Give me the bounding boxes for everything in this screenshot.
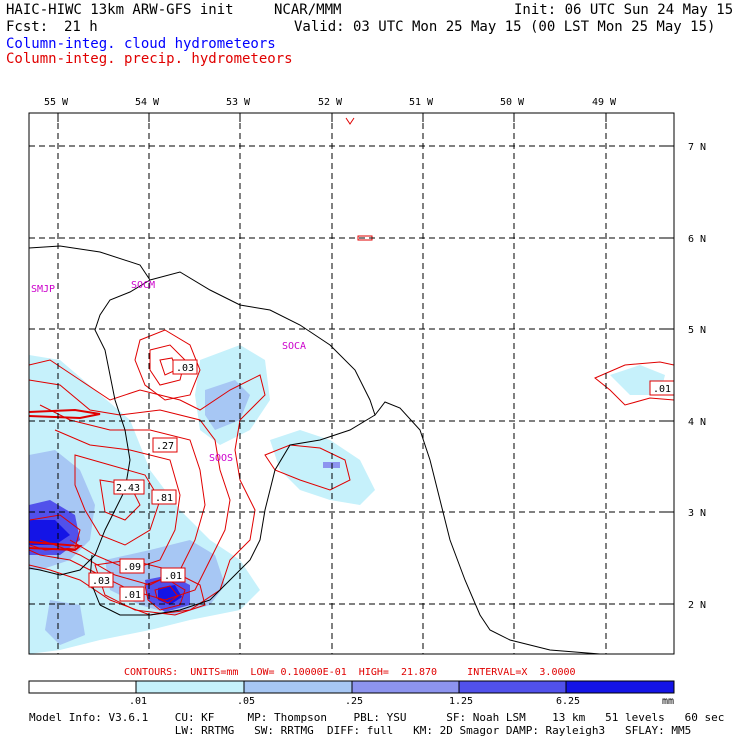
init-time: Init: 06 UTC Sun 24 May 15 [514, 2, 734, 18]
contour-label: .09 [123, 562, 141, 573]
station-socm: SOCM [131, 280, 155, 291]
contour-label: .01 [123, 590, 141, 601]
lat-label-2n: 2 N [688, 600, 706, 611]
forecast-hours: 21 h [64, 19, 98, 35]
map-frame [28, 112, 675, 655]
lon-label-55w: 55 W [44, 97, 69, 108]
lat-label-4n: 4 N [688, 417, 706, 428]
model-info-line2: LW: RRTMG SW: RRTMG DIFF: full KM: 2D Sm… [29, 724, 692, 737]
forecast-label: Fcst: [6, 19, 49, 35]
lat-label-5n: 5 N [688, 325, 706, 336]
lat-label-6n: 6 N [688, 234, 706, 245]
colorbar-tick: .25 [345, 696, 364, 707]
colorbar-bin [565, 680, 675, 694]
contours-info: CONTOURS: UNITS=mm LOW= 0.10000E-01 HIGH… [124, 667, 576, 678]
model-info-line1: Model Info: V3.6.1 CU: KF MP: Thompson P… [29, 711, 725, 724]
valid-time: Valid: 03 UTC Mon 25 May 15 (00 LST Mon … [294, 19, 716, 35]
colorbar-bin [28, 680, 137, 694]
lat-label-3n: 3 N [688, 508, 706, 519]
contour-label: 2.43 [116, 483, 140, 494]
colorbar-units: mm [662, 696, 675, 707]
lon-label-53w: 53 W [226, 97, 251, 108]
lat-lon-grid [29, 113, 674, 654]
contour-label: .27 [156, 441, 174, 452]
station-soos: SOOS [209, 453, 233, 464]
contour-labels: .03 .27 2.43 .81 .09 .01 .03 .01 .01 [92, 363, 671, 601]
colorbar-tick: 1.25 [449, 696, 474, 707]
contour-label: .03 [92, 576, 110, 587]
colorbar-bin [243, 680, 353, 694]
colorbar-tick: .05 [237, 696, 256, 707]
contour-label: .03 [176, 363, 194, 374]
colorbar-bin [135, 680, 245, 694]
lon-label-54w: 54 W [135, 97, 160, 108]
coastline [29, 245, 601, 654]
lon-label-51w: 51 W [409, 97, 434, 108]
cloud-shading [29, 345, 665, 654]
lon-label-52w: 52 W [318, 97, 343, 108]
contour-label: .81 [155, 493, 173, 504]
contour-label-boxes [88, 359, 674, 602]
contour-label: .01 [653, 384, 671, 395]
station-soca: SOCA [282, 341, 306, 352]
colorbar-tick: 6.25 [556, 696, 581, 707]
contour-label: .01 [164, 571, 182, 582]
station-smjp: SMJP [31, 284, 55, 295]
field-cloud-label: Column-integ. cloud hydrometeors [6, 36, 276, 52]
axis-ticks [57, 113, 674, 605]
lon-label-49w: 49 W [592, 97, 617, 108]
lat-label-7n: 7 N [688, 142, 706, 153]
lon-label-50w: 50 W [500, 97, 525, 108]
precip-contours [29, 117, 674, 616]
colorbar-bin [351, 680, 460, 694]
colorbar [28, 680, 675, 694]
title-org: NCAR/MMM [274, 2, 342, 18]
title-model: HAIC-HIWC 13km ARW-GFS init [6, 2, 234, 18]
colorbar-bin [458, 680, 567, 694]
field-precip-label: Column-integ. precip. hydrometeors [6, 51, 293, 67]
colorbar-tick: .01 [129, 696, 148, 707]
